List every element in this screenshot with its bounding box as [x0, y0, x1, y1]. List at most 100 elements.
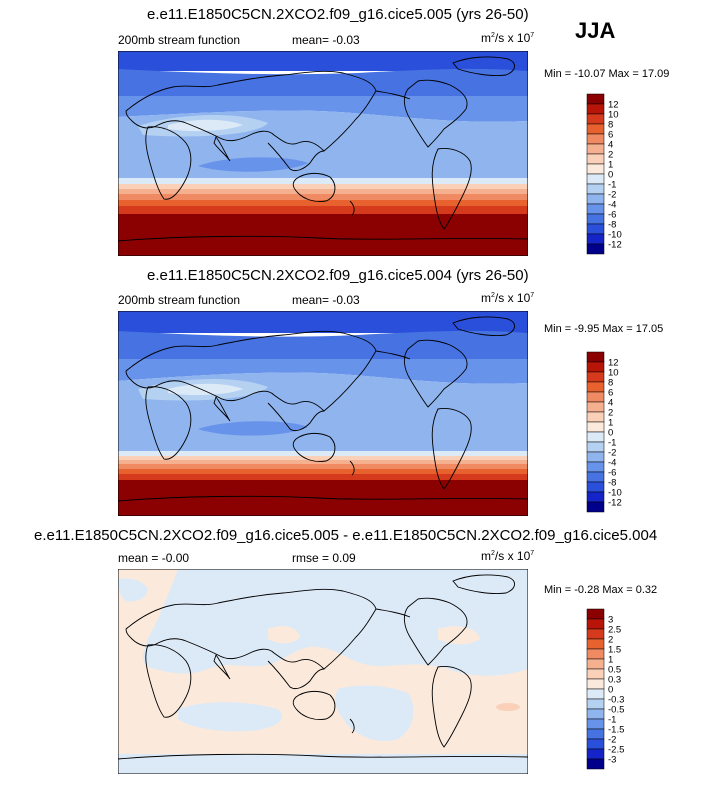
colorbar-tick-label: -8	[608, 220, 616, 231]
panel-2-units: m2/s x 107	[481, 291, 535, 305]
coastlines	[118, 316, 528, 502]
colorbar-swatch	[586, 401, 605, 413]
colorbar-swatch	[586, 648, 605, 660]
colorbar-swatch	[586, 371, 605, 383]
panel-3-colorbar: 32.521.510.50.30-0.3-0.5-1-1.5-2-2.5-3	[586, 608, 624, 770]
band-dark-blue-oval	[198, 421, 308, 436]
diff-peach-patch-2	[438, 626, 480, 645]
panel-2-map	[118, 311, 528, 516]
colorbar-swatch	[586, 173, 605, 185]
colorbar-tick-label: -1	[608, 438, 616, 449]
diff-salmon-spot	[496, 703, 520, 711]
band-orange	[118, 194, 528, 200]
season-label: JJA	[575, 18, 616, 43]
colorbar-swatch	[586, 678, 605, 690]
band-red	[118, 206, 528, 214]
colorbar-tick-label: -1.5	[608, 725, 624, 736]
colorbar-swatch	[586, 223, 605, 235]
colorbar-swatch	[586, 698, 605, 710]
colorbar-tick-label: -10	[608, 488, 622, 499]
diff-blue-region-south-central	[335, 685, 414, 742]
colorbar-tick-label: 2.5	[608, 625, 621, 636]
colorbar-swatch	[586, 758, 605, 770]
colorbar-tick-label: -0.3	[608, 695, 624, 706]
band-orange	[118, 464, 528, 469]
colorbar-tick-label: 0	[608, 685, 613, 696]
colorbar-tick-label: 1.5	[608, 645, 621, 656]
coastlines	[118, 56, 528, 242]
colorbar-tick-label: 0.3	[608, 675, 621, 686]
colorbar-tick-label: -3	[608, 755, 616, 766]
colorbar-swatch	[586, 708, 605, 720]
colorbar-tick-label: -6	[608, 210, 616, 221]
colorbar-tick-label: 12	[608, 358, 619, 369]
panel-3-rmse-label: rmse = 0.09	[292, 551, 356, 565]
colorbar-tick-label: 8	[608, 120, 613, 131]
colorbar-tick-label: -2	[608, 735, 616, 746]
panel-1-title: e.e11.E1850C5CN.2XCO2.f09_g16.cice5.005 …	[147, 6, 529, 23]
colorbar-tick-label: 6	[608, 388, 613, 399]
panel-2-title: e.e11.E1850C5CN.2XCO2.f09_g16.cice5.004 …	[147, 267, 529, 284]
band-pale-transition	[118, 178, 528, 184]
colorbar-tick-label: -12	[608, 498, 622, 509]
colorbar-tick-label: 10	[608, 368, 619, 379]
band-whitish-patch	[168, 119, 243, 132]
diff-blue-band-south	[118, 754, 528, 774]
colorbar-tick-label: -8	[608, 478, 616, 489]
panel-1-mean-label: mean= -0.03	[292, 33, 360, 47]
band-salmon	[118, 460, 528, 464]
colorbar-tick-label: 12	[608, 100, 619, 111]
colorbar-tick-label: 0	[608, 170, 613, 181]
colorbar-swatch	[586, 481, 605, 493]
band-red-orange	[118, 469, 528, 474]
diff-blue-region-west	[118, 578, 148, 602]
colorbar-tick-label: 8	[608, 378, 613, 389]
panel-2-mean-label: mean= -0.03	[292, 293, 360, 307]
panel-3-units: m2/s x 107	[481, 549, 535, 563]
colorbar-swatch	[586, 738, 605, 750]
colorbar-tick-label: -10	[608, 230, 622, 241]
band-mid-blue	[118, 359, 528, 384]
band-dark-red	[118, 214, 528, 256]
colorbar-swatch	[586, 153, 605, 165]
band-peach	[118, 456, 528, 460]
colorbar-swatch	[586, 728, 605, 740]
colorbar-swatch	[586, 361, 605, 373]
colorbar-swatch	[586, 608, 605, 620]
colorbar-tick-label: 2	[608, 408, 613, 419]
band-north-blue	[118, 330, 528, 359]
colorbar-tick-label: 6	[608, 130, 613, 141]
panel-1-map	[118, 51, 528, 256]
band-north-blue	[118, 68, 528, 96]
panel-3-mean-label: mean = -0.00	[118, 551, 190, 565]
colorbar-swatch	[586, 193, 605, 205]
colorbar-tick-label: 4	[608, 398, 613, 409]
colorbar-swatch	[586, 471, 605, 483]
band-deep-blue-north	[118, 311, 528, 333]
panel-2-variable-label: 200mb stream function	[118, 293, 241, 307]
diff-peach-patch-1	[268, 626, 300, 644]
colorbar-tick-label: -2.5	[608, 745, 624, 756]
colorbar-tick-label: 0.5	[608, 665, 621, 676]
colorbar-swatch	[586, 163, 605, 175]
colorbar-swatch	[586, 93, 605, 105]
band-whitish-patch	[168, 383, 243, 396]
colorbar-swatch	[586, 411, 605, 423]
colorbar-tick-label: 1	[608, 655, 613, 666]
colorbar-tick-label: 2	[608, 150, 613, 161]
colorbar-swatch	[586, 718, 605, 730]
colorbar-swatch	[586, 243, 605, 255]
colorbar-tick-label: 1	[608, 418, 613, 429]
colorbar-swatch	[586, 133, 605, 145]
colorbar-tick-label: -2	[608, 190, 616, 201]
colorbar-swatch	[586, 658, 605, 670]
colorbar-swatch	[586, 441, 605, 453]
coastlines	[118, 574, 528, 760]
colorbar-tick-label: 2	[608, 635, 613, 646]
colorbar-swatch	[586, 143, 605, 155]
colorbar-tick-label: 10	[608, 110, 619, 121]
colorbar-swatch	[586, 628, 605, 640]
colorbar-tick-label: -12	[608, 240, 622, 251]
band-mid-blue	[118, 96, 528, 122]
